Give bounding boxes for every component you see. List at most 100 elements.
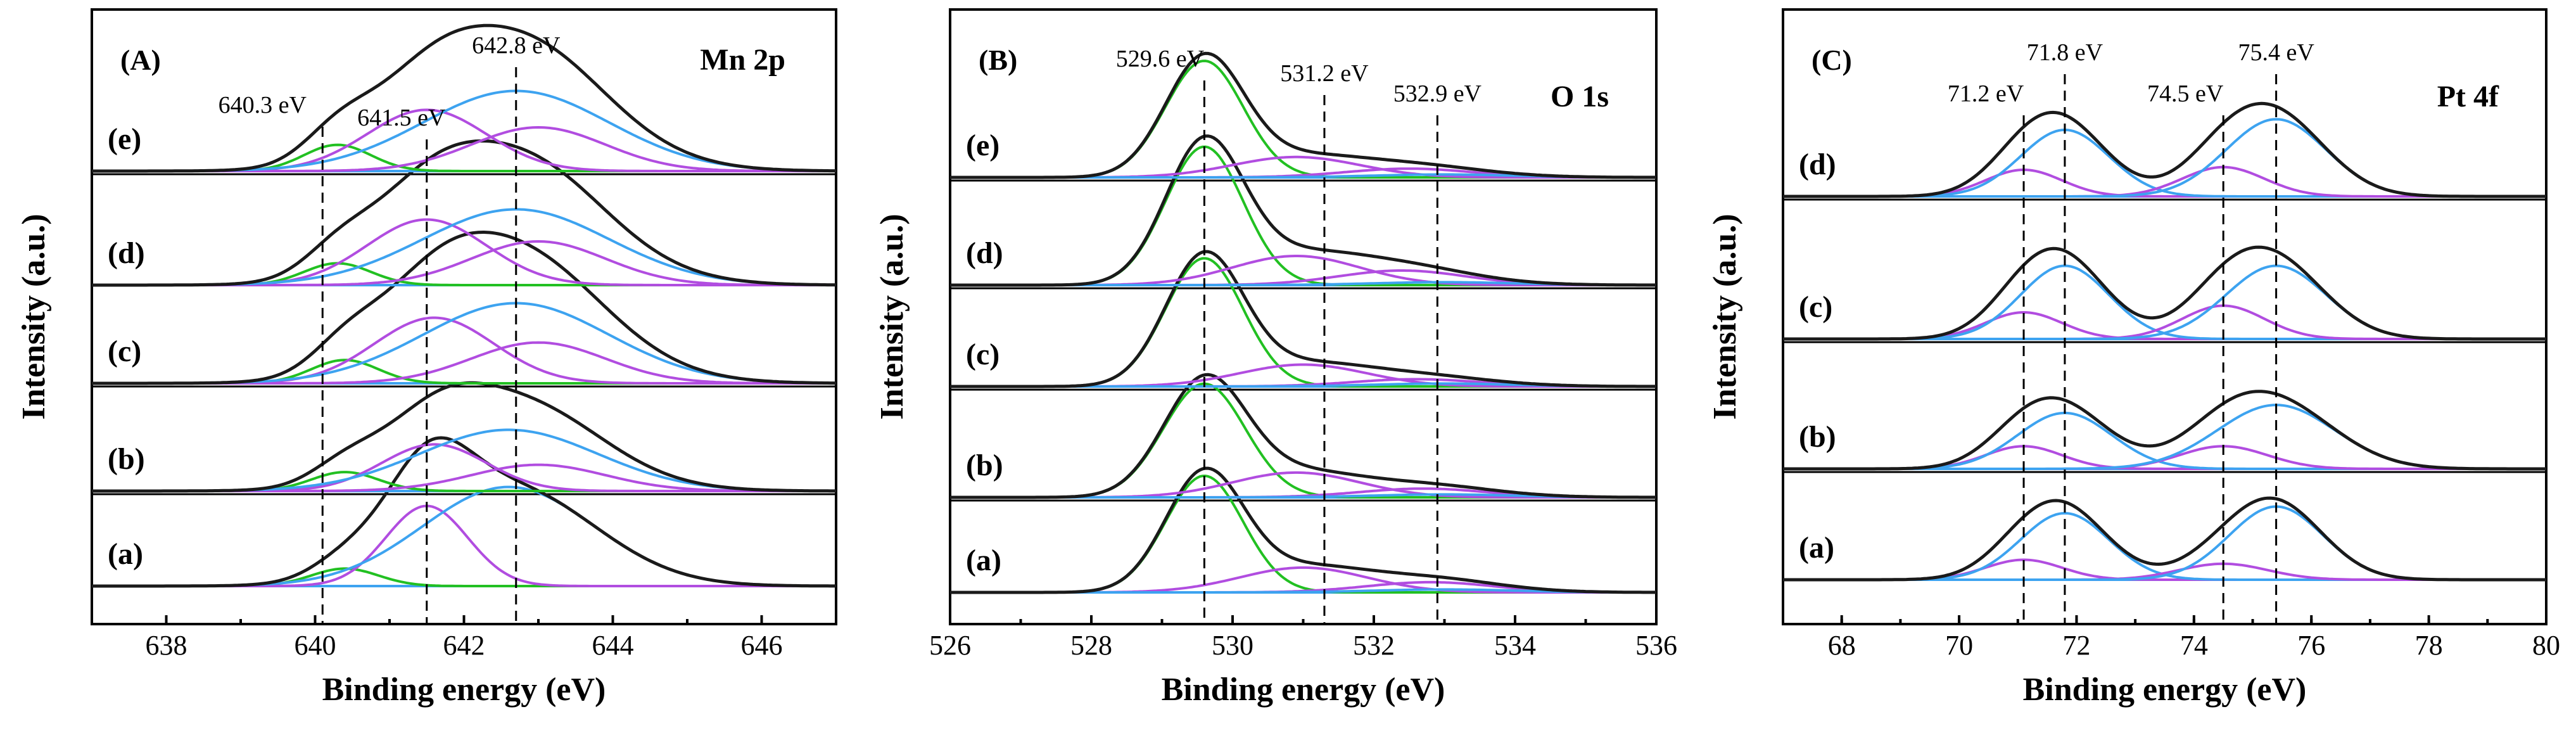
panel-0: (a) (b) (c) (d) (e) 640.3 eV 641.5 eV 642.8 eV 6… xyxy=(16,8,837,708)
spectrum-b xyxy=(1783,390,2546,471)
sample-label: (d) xyxy=(108,236,145,270)
envelope-curve xyxy=(1783,245,2546,341)
component-peak-purple xyxy=(92,504,836,587)
x-tick-label: 646 xyxy=(741,630,783,661)
sample-label: (c) xyxy=(1799,290,1832,324)
x-tick-label: 640 xyxy=(295,630,336,661)
component-peak-green xyxy=(950,145,1656,286)
peak-label: 75.4 eV xyxy=(2238,39,2314,66)
panel-label: (C) xyxy=(1811,44,1852,76)
panel-label: (A) xyxy=(120,44,161,76)
x-tick-label: 528 xyxy=(1070,630,1112,661)
peak-label: 640.3 eV xyxy=(219,92,307,118)
spectrum-b xyxy=(950,373,1656,499)
peak-label: 529.6 eV xyxy=(1116,46,1205,72)
panel-1: (a) (b) (c) (d) (e) 529.6 eV 531.2 eV 532.9 eV 5… xyxy=(874,8,1677,708)
component-peak-blue xyxy=(92,428,836,492)
x-tick-label: 526 xyxy=(929,630,971,661)
sample-label: (c) xyxy=(966,338,999,371)
component-peak-green xyxy=(92,359,836,385)
component-peak-green xyxy=(950,475,1656,594)
sample-label: (d) xyxy=(1799,148,1836,181)
component-peak-blue xyxy=(1783,505,2546,581)
sample-label: (b) xyxy=(1799,420,1836,454)
element-label: Pt 4f xyxy=(2437,80,2499,113)
spectrum-d xyxy=(92,139,837,287)
sample-label: (d) xyxy=(966,236,1003,270)
sample-label: (a) xyxy=(1799,531,1834,565)
peak-label: 532.9 eV xyxy=(1393,80,1482,107)
spectrum-d xyxy=(1783,101,2546,198)
sample-label: (e) xyxy=(966,129,999,162)
x-tick-label: 78 xyxy=(2415,630,2443,661)
spectrum-a xyxy=(950,466,1656,594)
x-tick-label: 536 xyxy=(1635,630,1677,661)
component-peak-blue xyxy=(92,89,837,172)
envelope-curve xyxy=(1783,390,2546,471)
spectrum-c xyxy=(92,230,837,385)
x-tick-label: 638 xyxy=(146,630,187,661)
component-peak-purple xyxy=(92,443,836,492)
component-peak-purple xyxy=(92,108,836,172)
spectrum-e xyxy=(950,51,1656,179)
x-axis-label: Binding energy (eV) xyxy=(1162,672,1445,708)
peak-label: 531.2 eV xyxy=(1280,60,1369,87)
spectrum-b xyxy=(92,381,836,493)
x-tick-label: 534 xyxy=(1494,630,1536,661)
panel-label: (B) xyxy=(979,44,1017,76)
sample-label: (a) xyxy=(108,537,143,571)
element-label: Mn 2p xyxy=(700,43,785,77)
envelope-curve xyxy=(92,23,837,173)
component-peak-purple xyxy=(92,316,836,385)
element-label: O 1s xyxy=(1551,80,1609,113)
x-tick-label: 532 xyxy=(1353,630,1395,661)
spectrum-a xyxy=(1783,496,2546,582)
spectrum-c xyxy=(1783,245,2546,341)
x-tick-label: 530 xyxy=(1212,630,1253,661)
component-peak-purple xyxy=(92,218,836,286)
sample-label: (a) xyxy=(966,544,1001,577)
component-peak-green xyxy=(950,382,1656,499)
spectrum-c xyxy=(950,250,1656,388)
x-tick-label: 72 xyxy=(2062,630,2090,661)
x-axis-label: Binding energy (eV) xyxy=(2023,672,2307,708)
peak-label: 641.5 eV xyxy=(357,105,446,131)
component-peak-blue xyxy=(1783,511,2546,581)
x-tick-label: 76 xyxy=(2297,630,2325,661)
peak-label: 74.5 eV xyxy=(2147,80,2224,107)
sample-label: (b) xyxy=(966,449,1003,482)
y-axis-label: Intensity (a.u.) xyxy=(874,214,910,419)
envelope-curve xyxy=(1783,101,2546,198)
sample-label: (c) xyxy=(108,335,141,368)
component-peak-blue xyxy=(92,208,837,286)
peak-label: 642.8 eV xyxy=(472,32,561,59)
envelope-curve xyxy=(92,139,837,287)
envelope-curve xyxy=(950,250,1656,388)
spectrum-d xyxy=(950,134,1656,287)
x-tick-label: 68 xyxy=(1828,630,1856,661)
envelope-curve xyxy=(92,230,837,385)
envelope-curve xyxy=(950,51,1656,179)
spectrum-e xyxy=(92,23,837,173)
x-axis-label: Binding energy (eV) xyxy=(322,672,606,708)
peak-label: 71.2 eV xyxy=(1948,80,2024,107)
x-tick-label: 644 xyxy=(592,630,634,661)
component-peak-blue xyxy=(1783,404,2546,470)
y-axis-label: Intensity (a.u.) xyxy=(1707,214,1743,419)
sample-label: (b) xyxy=(108,442,145,476)
envelope-curve xyxy=(950,466,1656,594)
x-tick-label: 80 xyxy=(2532,630,2560,661)
envelope-curve xyxy=(950,134,1656,287)
x-tick-label: 642 xyxy=(443,630,485,661)
envelope-curve xyxy=(950,373,1656,499)
peak-label: 71.8 eV xyxy=(2027,39,2103,66)
envelope-curve xyxy=(92,436,836,588)
panel-frame xyxy=(1782,8,2547,625)
y-axis-label: Intensity (a.u.) xyxy=(16,214,52,419)
x-tick-label: 74 xyxy=(2180,630,2208,661)
component-peak-blue xyxy=(92,485,836,587)
spectrum-a xyxy=(92,436,836,588)
envelope-curve xyxy=(1783,496,2546,582)
